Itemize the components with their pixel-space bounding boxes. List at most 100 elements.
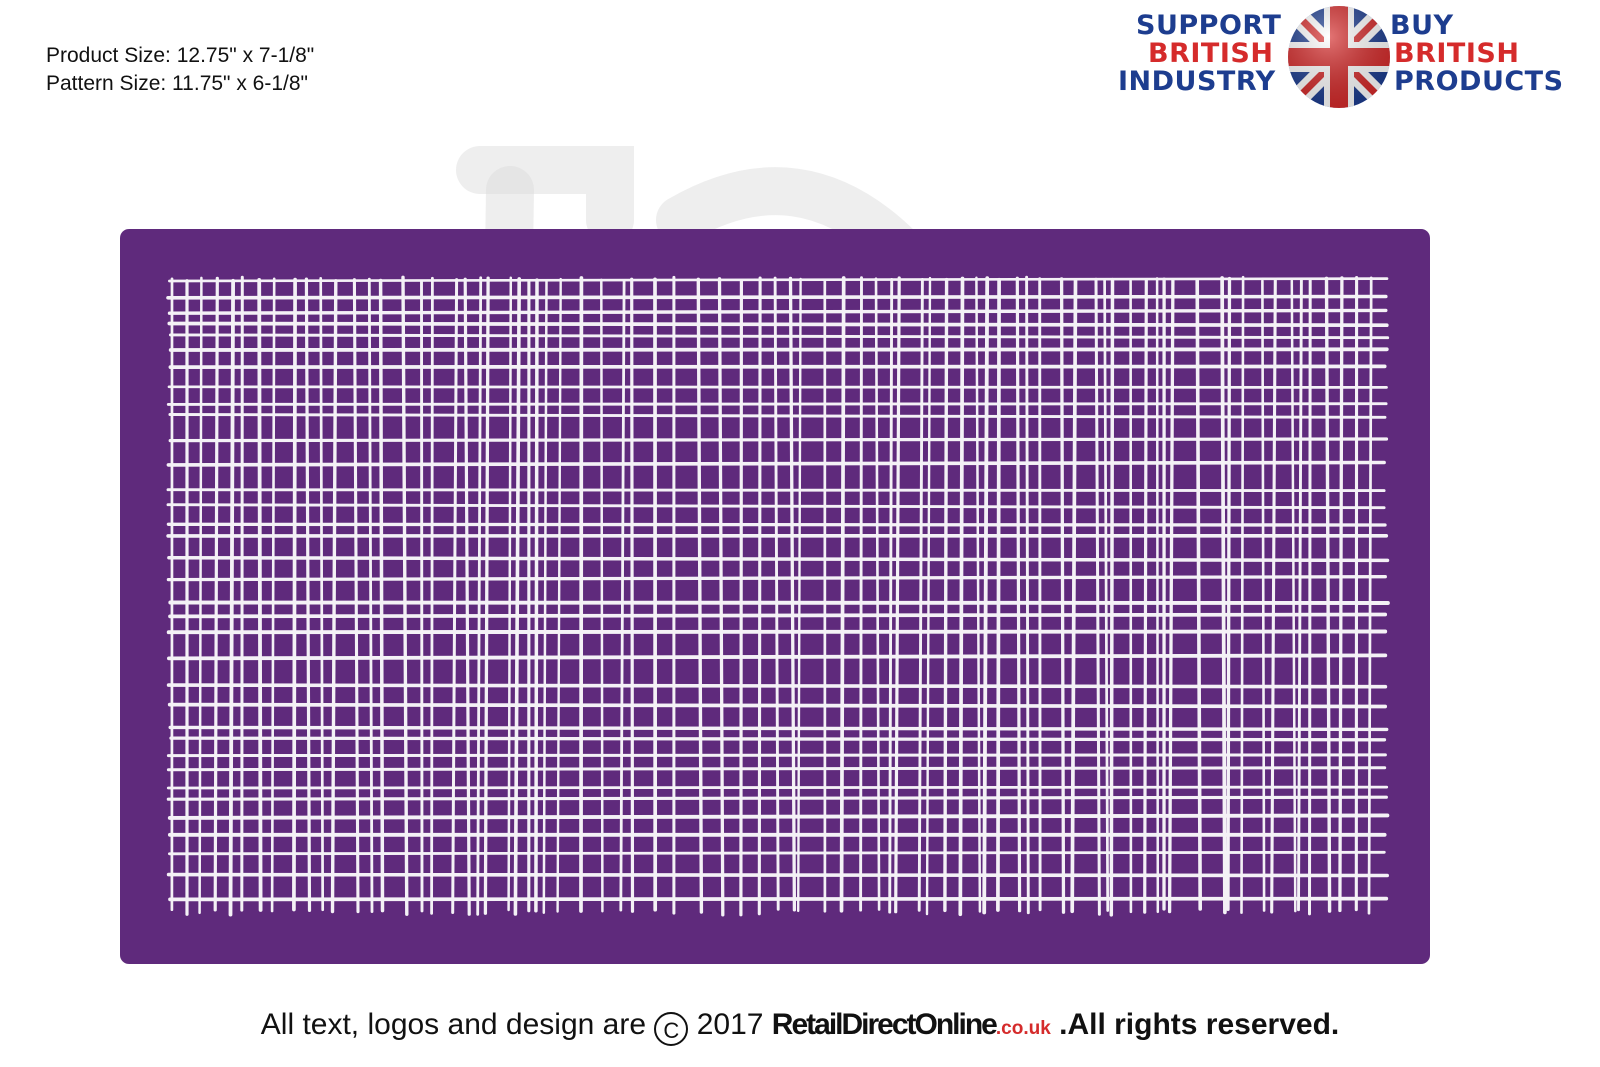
mesh-line-91 (166, 460, 1386, 467)
badge-british-left: BRITISH (1148, 38, 1274, 69)
mesh-line-113 (166, 872, 1389, 878)
mesh-line-12 (352, 278, 360, 914)
mesh-line-22 (507, 276, 513, 912)
mesh-line-50 (958, 276, 965, 917)
mesh-line-84 (168, 333, 1390, 340)
badge-products: PRODUCTS (1394, 66, 1564, 97)
footer-year: 2017 (696, 1008, 764, 1041)
mesh-line-94 (166, 522, 1387, 527)
mesh-line-20 (476, 276, 483, 916)
mesh-line-18 (451, 278, 459, 914)
union-jack-icon (1288, 6, 1390, 108)
mesh-line-87 (167, 385, 1388, 389)
pattern-size-text: Pattern Size: 11.75" x 6-1/8" (46, 72, 308, 95)
mesh-line-72 (1270, 278, 1277, 914)
mesh-line-5 (240, 275, 244, 912)
badge-british-right: BRITISH (1394, 38, 1520, 69)
mesh-line-47 (917, 277, 924, 912)
badge-industry: INDUSTRY (1118, 66, 1276, 97)
mesh-line-46 (894, 276, 901, 914)
mesh-line-53 (996, 277, 1001, 912)
mesh-line-2 (198, 276, 203, 915)
mesh-line-52 (982, 276, 990, 915)
mesh-line-89 (168, 413, 1387, 419)
mesh-line-102 (166, 683, 1388, 689)
mesh-line-36 (739, 279, 744, 917)
mesh-line-112 (168, 850, 1386, 856)
mesh-line-30 (619, 279, 626, 912)
footer-brand: RetailDirectOnline.co.uk (772, 1008, 1051, 1041)
mesh-line-93 (166, 503, 1386, 510)
mesh-line-66 (1167, 278, 1175, 914)
mesh-line-58 (1070, 278, 1078, 914)
product-specs: Product Size: 12.75" x 7-1/8" Pattern Si… (46, 42, 314, 98)
mesh-line-80 (168, 277, 1389, 283)
mesh-line-29 (600, 278, 604, 913)
mesh-line-96 (167, 555, 1390, 563)
mesh-line-74 (1297, 278, 1303, 912)
mesh-line-105 (169, 736, 1387, 742)
mesh-line-77 (1338, 276, 1344, 913)
mesh-line-9 (304, 277, 312, 913)
mesh-line-71 (1261, 279, 1266, 912)
mesh-line-88 (166, 402, 1388, 406)
mesh-line-83 (167, 321, 1389, 328)
mesh-line-57 (1059, 277, 1066, 914)
mesh-line-103 (167, 702, 1388, 709)
mesh-line-82 (167, 308, 1388, 315)
support-british-badge: SUPPORT BRITISH INDUSTRY BUY BRITISH PRO… (1118, 4, 1568, 108)
mesh-line-69 (1226, 276, 1232, 912)
mesh-line-99 (168, 612, 1388, 619)
mesh-line-70 (1240, 275, 1245, 914)
mesh-line-31 (630, 277, 635, 913)
mesh-line-19 (463, 277, 471, 916)
mesh-line-92 (166, 488, 1386, 493)
mesh-line-109 (166, 795, 1388, 801)
mesh-line-3 (213, 276, 219, 912)
mesh-line-45 (888, 277, 894, 914)
mesh-line-90 (168, 437, 1389, 443)
mesh-line-59 (1094, 277, 1101, 916)
copyright-footer: All text, logos and design are C 2017 Re… (0, 1008, 1600, 1046)
lattice-mesh-pattern (166, 275, 1390, 917)
mesh-line-13 (367, 277, 374, 913)
mesh-line-34 (696, 277, 704, 914)
mesh-line-27 (556, 277, 562, 913)
footer-brand-name: RetailDirectOnline (771, 1008, 998, 1041)
mesh-line-43 (859, 276, 863, 912)
mesh-line-44 (874, 277, 881, 911)
mesh-line-73 (1290, 279, 1297, 913)
mesh-line-76 (1324, 276, 1332, 913)
mesh-line-60 (1103, 278, 1110, 912)
mesh-line-106 (166, 753, 1387, 758)
mesh-line-107 (166, 766, 1387, 772)
mesh-line-14 (378, 278, 385, 913)
badge-support: SUPPORT (1136, 10, 1282, 41)
mesh-line-86 (168, 364, 1387, 369)
mesh-line-104 (168, 725, 1389, 732)
mesh-line-79 (1367, 276, 1373, 915)
badge-buy: BUY (1390, 10, 1454, 41)
mesh-line-17 (430, 276, 434, 915)
mesh-line-10 (319, 277, 325, 912)
mesh-line-51 (975, 276, 982, 913)
mesh-line-6 (257, 278, 263, 912)
footer-text: All text, logos and design are (260, 1008, 647, 1041)
mesh-line-85 (168, 347, 1389, 352)
mesh-line-101 (167, 653, 1388, 661)
mesh-line-54 (1015, 276, 1022, 913)
mesh-line-75 (1308, 278, 1312, 916)
mesh-line-37 (757, 276, 762, 916)
mesh-line-61 (1109, 277, 1115, 917)
copyright-icon: C (654, 1012, 689, 1046)
mesh-line-7 (270, 277, 276, 913)
product-size-text: Product Size: 12.75" x 7-1/8" (46, 44, 315, 67)
mesh-line-100 (166, 629, 1388, 635)
mesh-line-40 (797, 277, 802, 913)
mesh-line-48 (925, 276, 932, 916)
mesh-line-39 (788, 276, 797, 912)
mesh-line-42 (839, 276, 846, 913)
mesh-line-108 (166, 785, 1389, 790)
mesh-line-110 (167, 813, 1390, 820)
mesh-line-64 (1155, 277, 1160, 914)
